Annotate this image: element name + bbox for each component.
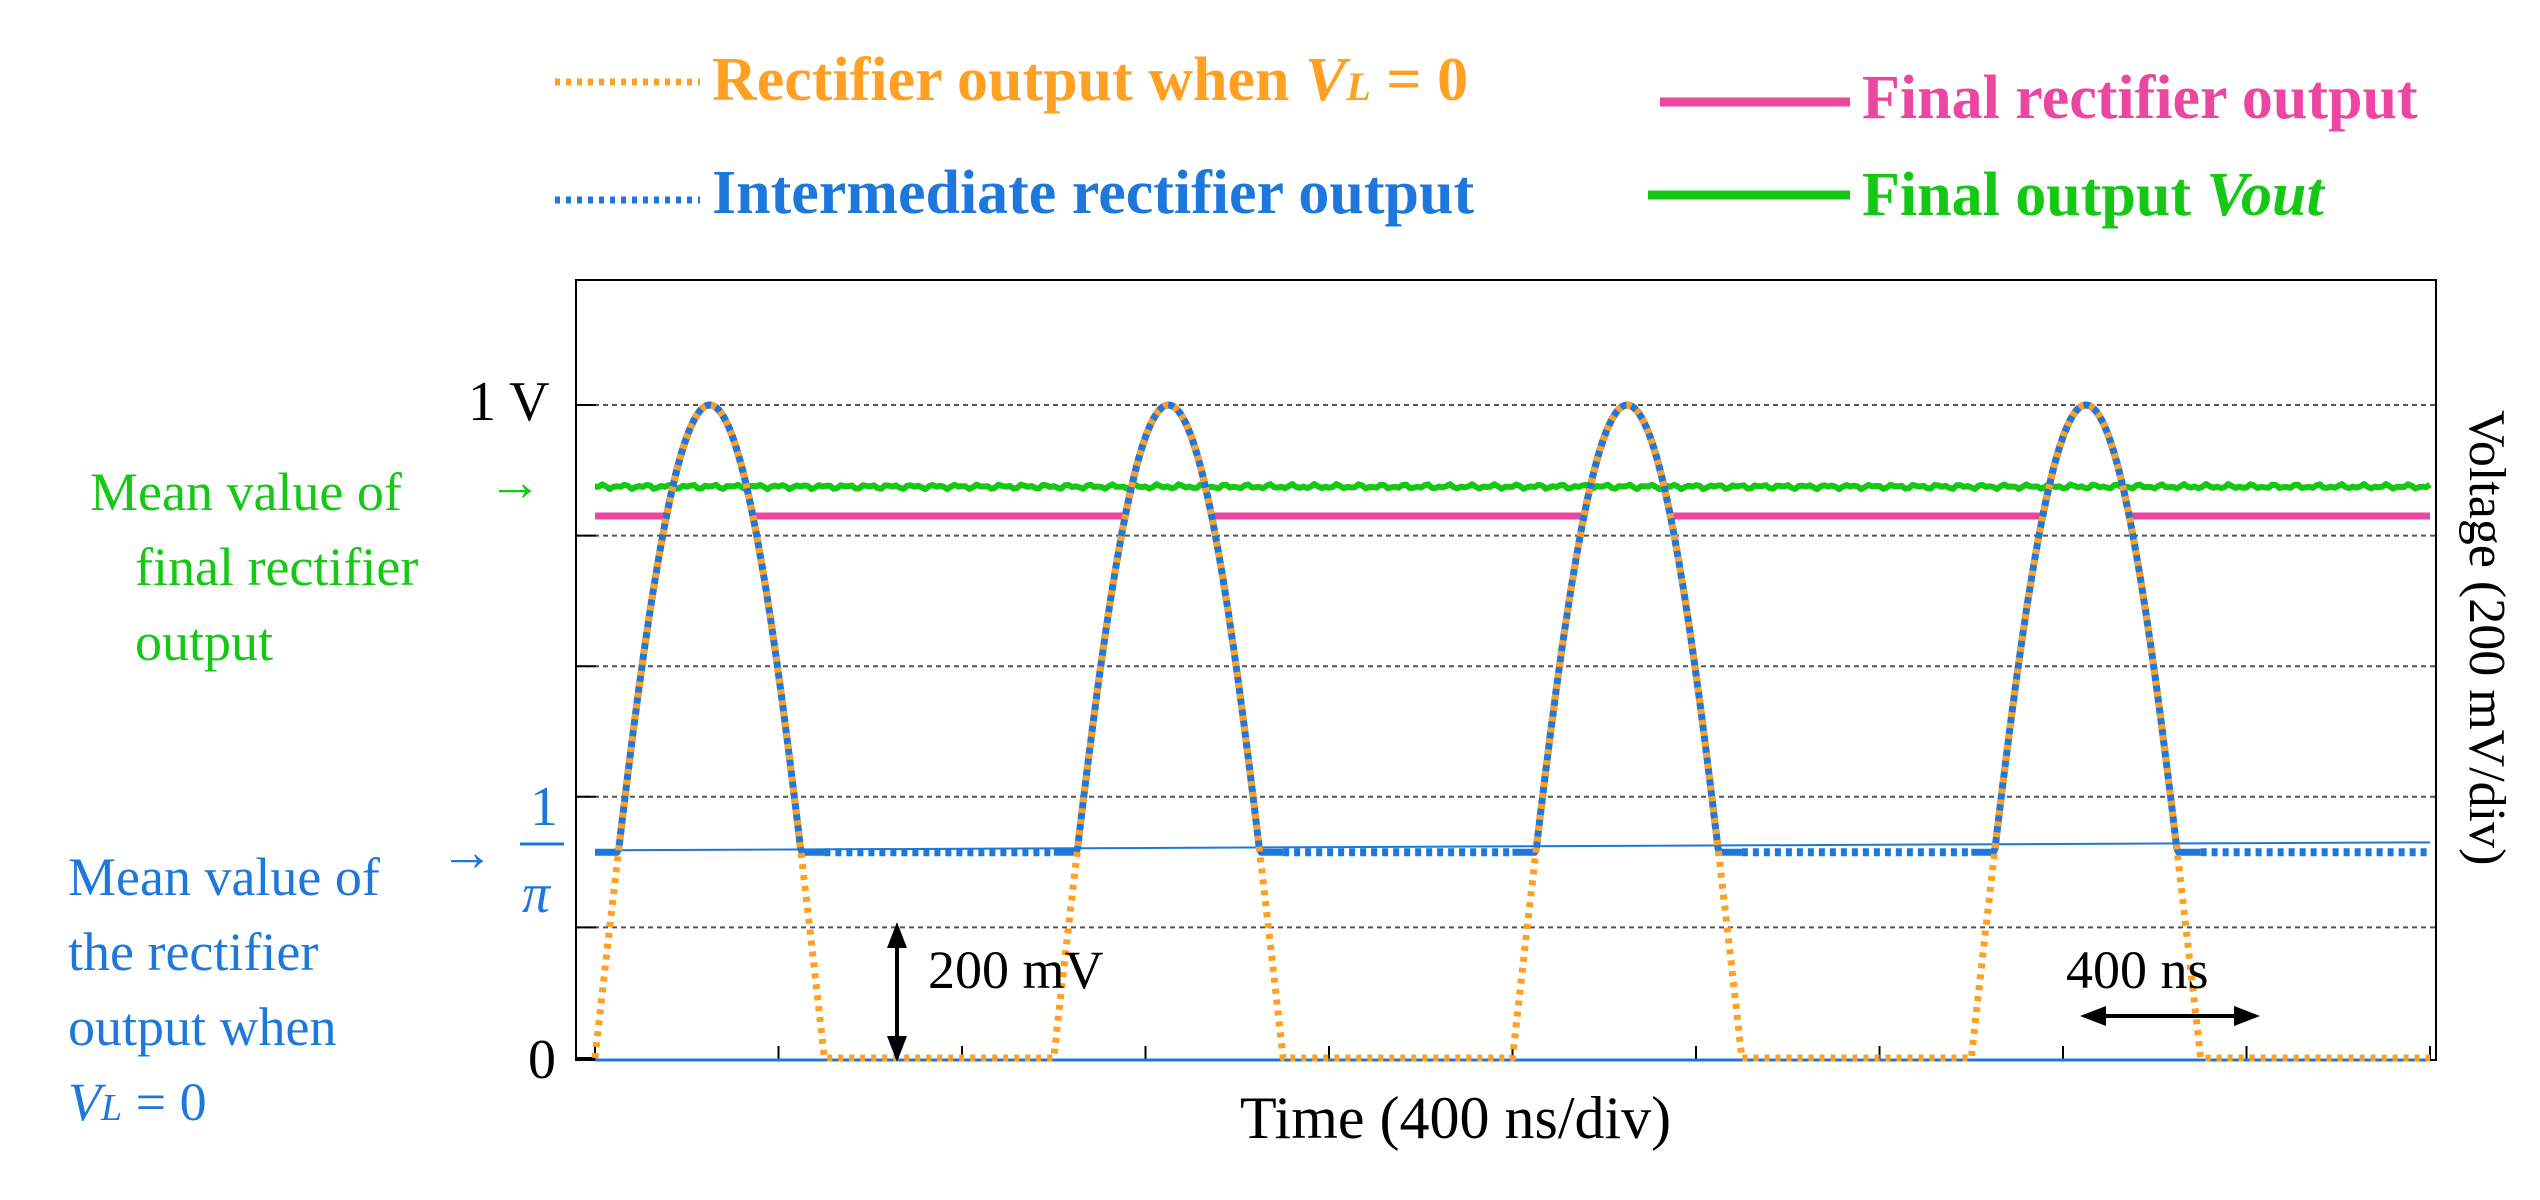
series-line-rectifier-vl0 [591, 401, 2432, 1062]
legend: Rectifier output when VL = 0 Final recti… [555, 46, 2418, 229]
y-tick-label-1-over-pi-num: 1 [530, 776, 558, 838]
series-line-final-rectifier [593, 401, 2432, 520]
arrowhead-left-icon [2080, 1006, 2106, 1026]
series-line-vout [594, 481, 2432, 493]
annotation-mean-vl0-line3: output when [68, 997, 336, 1057]
legend-label-rectifier-vl0: Rectifier output when VL = 0 [712, 46, 1468, 114]
arrowhead-down-icon [887, 1036, 907, 1062]
legend-label-final-rectifier: Final rectifier output [1862, 64, 2418, 132]
annotation-mean-vl0-sub: L [100, 1087, 122, 1129]
annotation-mean-vl0-tail: = 0 [122, 1072, 206, 1132]
legend-label-vout-text: Final output [1862, 161, 2207, 229]
x-axis-label: Time (400 ns/div) [1240, 1085, 1671, 1151]
arrowhead-up-icon [887, 922, 907, 948]
annotation-mean-final: Mean value of final rectifier output → [90, 452, 542, 672]
annotation-200mv-label: 200 mV [928, 940, 1104, 1000]
y-tick-label-0: 0 [528, 1029, 556, 1091]
legend-label-intermediate: Intermediate rectifier output [712, 159, 1475, 227]
annotation-400ns-label: 400 ns [2066, 940, 2209, 1000]
y-tick-label-1v: 1 V [468, 371, 549, 433]
annotation-mean-final-line1: Mean value of [90, 462, 402, 522]
legend-label-vout: Final output Vout [1862, 161, 2326, 229]
series-layer [591, 401, 2432, 1062]
series-line-intermediate-pulse [1052, 401, 1285, 856]
annotation-400ns: 400 ns [2066, 940, 2260, 1026]
legend-label-rectifier-vl0-text: Rectifier output when [712, 46, 1305, 114]
legend-label-rectifier-vl0-tail: = 0 [1371, 46, 1468, 114]
y-tick-label-1-over-pi-den: π [522, 863, 552, 925]
annotation-200mv: 200 mV [887, 922, 1104, 1062]
y-axis-label: Voltage (200 mV/div) [2458, 410, 2515, 865]
series-line-intermediate-pulse [593, 401, 826, 856]
annotation-mean-vl0: Mean value of the rectifier output when … [68, 822, 494, 1132]
gridlines [576, 404, 2436, 1059]
annotation-mean-final-line3: output [135, 612, 273, 672]
annotation-mean-vl0-line4: VL = 0 [68, 1072, 207, 1132]
legend-label-rectifier-vl0-sub: L [1345, 64, 1370, 109]
legend-label-rectifier-vl0-var: V [1305, 46, 1351, 114]
annotation-mean-final-line2: final rectifier [135, 537, 418, 597]
annotation-mean-vl0-line2: the rectifier [68, 922, 318, 982]
legend-label-vout-italic: Vout [2207, 161, 2326, 229]
series-line-intermediate-pulse [1969, 401, 2203, 856]
arrow-right-icon: → [488, 452, 542, 512]
arrowhead-right-icon [2234, 1006, 2260, 1026]
y-tick-labels: 1 V 1 π 0 [468, 371, 564, 1091]
arrow-right-icon: → [440, 822, 494, 882]
annotation-mean-vl0-line1: Mean value of [68, 847, 380, 907]
series-mean-line [594, 841, 2431, 852]
annotation-mean-vl0-var: V [68, 1072, 107, 1132]
